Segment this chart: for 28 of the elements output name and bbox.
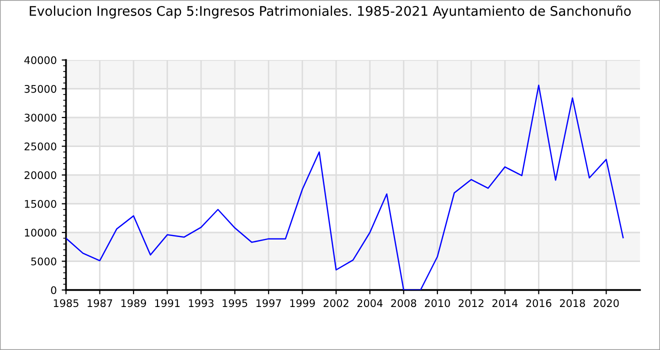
- y-tick-label: 30000: [24, 114, 56, 122]
- y-tick-label: 20000: [24, 171, 56, 180]
- x-tick-label: 1993: [188, 299, 214, 308]
- x-tick-label: 1987: [88, 299, 112, 308]
- y-tick-label: 25000: [24, 142, 56, 150]
- x-tick-label: 2020: [594, 299, 619, 308]
- x-tick-label: 2008: [391, 299, 416, 308]
- x-tick-label: 1985: [54, 299, 78, 308]
- x-tick-label: 2012: [458, 299, 484, 308]
- x-tick-label: 1989: [121, 299, 146, 308]
- x-tick-label: 2004: [357, 299, 383, 308]
- x-tick-label: 1995: [222, 299, 248, 308]
- x-tick-label: 2002: [324, 299, 348, 308]
- y-tick-label: 35000: [24, 84, 56, 93]
- x-tick-label: 2018: [560, 299, 586, 308]
- x-tick-label: 1997: [256, 299, 281, 308]
- y-tick-label: 40000: [24, 56, 56, 64]
- y-tick-label: 5000: [31, 257, 56, 266]
- line-series: [66, 84, 624, 290]
- x-tick-label: 2010: [424, 299, 450, 308]
- y-tick-label: 0: [51, 286, 56, 294]
- chart-title: Evolucion Ingresos Cap 5:Ingresos Patrimoniales. 1985-2021 Ayuntamiento de Sanchonuño: [30, 6, 631, 18]
- x-tick-label: 1999: [290, 299, 315, 308]
- x-tick-label: 2016: [526, 299, 552, 308]
- y-tick-label: 15000: [24, 200, 56, 208]
- y-tick-label: 10000: [24, 228, 56, 237]
- x-tick-label: 1991: [155, 299, 180, 308]
- x-tick-label: 2014: [492, 299, 518, 308]
